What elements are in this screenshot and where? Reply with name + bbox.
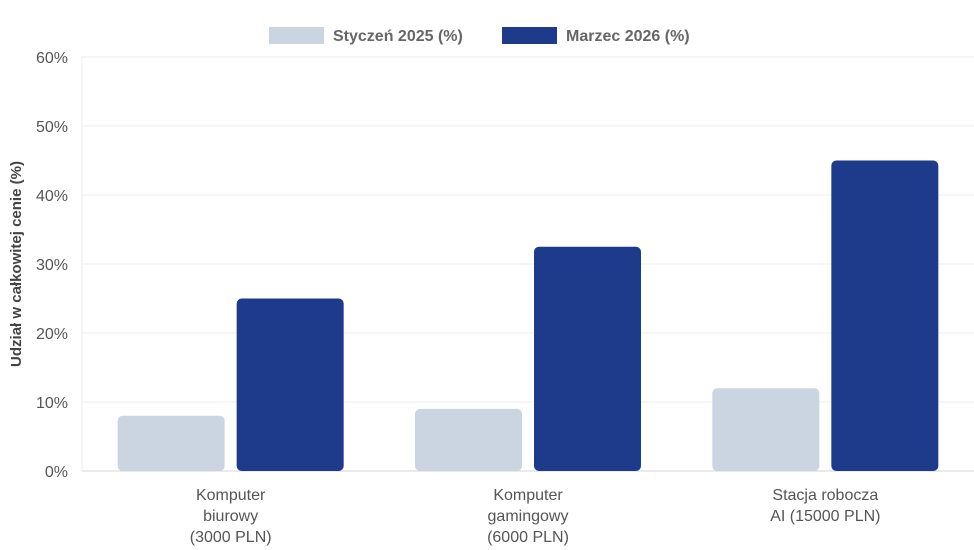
y-tick-label: 30% bbox=[36, 257, 68, 274]
y-tick-label: 10% bbox=[36, 395, 68, 412]
x-tick-label: AI (15000 PLN) bbox=[770, 508, 880, 525]
bar-series-2-cat-3 bbox=[831, 160, 939, 471]
x-tick-label: Stacja robocza bbox=[772, 487, 878, 504]
x-tick-label: Komputer bbox=[493, 487, 563, 504]
y-tick-label: 60% bbox=[36, 50, 68, 67]
y-tick-label: 50% bbox=[36, 119, 68, 136]
grid-lines bbox=[81, 56, 974, 472]
bar-series-1-cat-3 bbox=[712, 388, 820, 471]
legend-swatch-2 bbox=[502, 27, 557, 44]
bar-series-1-cat-2 bbox=[415, 408, 522, 471]
x-axis-labels: Komputer biurowy (3000 PLN) Komputer gamingo… bbox=[190, 487, 881, 546]
bar-series-2-cat-1 bbox=[236, 298, 344, 471]
x-tick-label: (6000 PLN) bbox=[487, 529, 569, 546]
bars bbox=[117, 160, 939, 471]
y-axis-label: Udział w całkowitej cenie (%) bbox=[8, 161, 25, 367]
legend: Styczeń 2025 (%) Marzec 2026 (%) bbox=[269, 27, 690, 45]
legend-label-1: Styczeń 2025 (%) bbox=[333, 28, 463, 45]
y-tick-label: 40% bbox=[36, 188, 68, 205]
x-tick-label: (3000 PLN) bbox=[190, 529, 272, 546]
bar-series-1-cat-1 bbox=[117, 415, 225, 471]
legend-label-2: Marzec 2026 (%) bbox=[566, 28, 690, 45]
x-tick-label: gamingowy bbox=[488, 508, 569, 525]
x-tick-label: Komputer bbox=[196, 487, 266, 504]
bar-series-2-cat-2 bbox=[534, 246, 641, 471]
y-tick-label: 0% bbox=[45, 464, 68, 481]
x-tick-label: biurowy bbox=[203, 508, 258, 525]
y-axis-ticks: 0% 10% 20% 30% 40% 50% 60% bbox=[36, 50, 68, 481]
legend-swatch-1 bbox=[269, 27, 324, 44]
y-tick-label: 20% bbox=[36, 326, 68, 343]
